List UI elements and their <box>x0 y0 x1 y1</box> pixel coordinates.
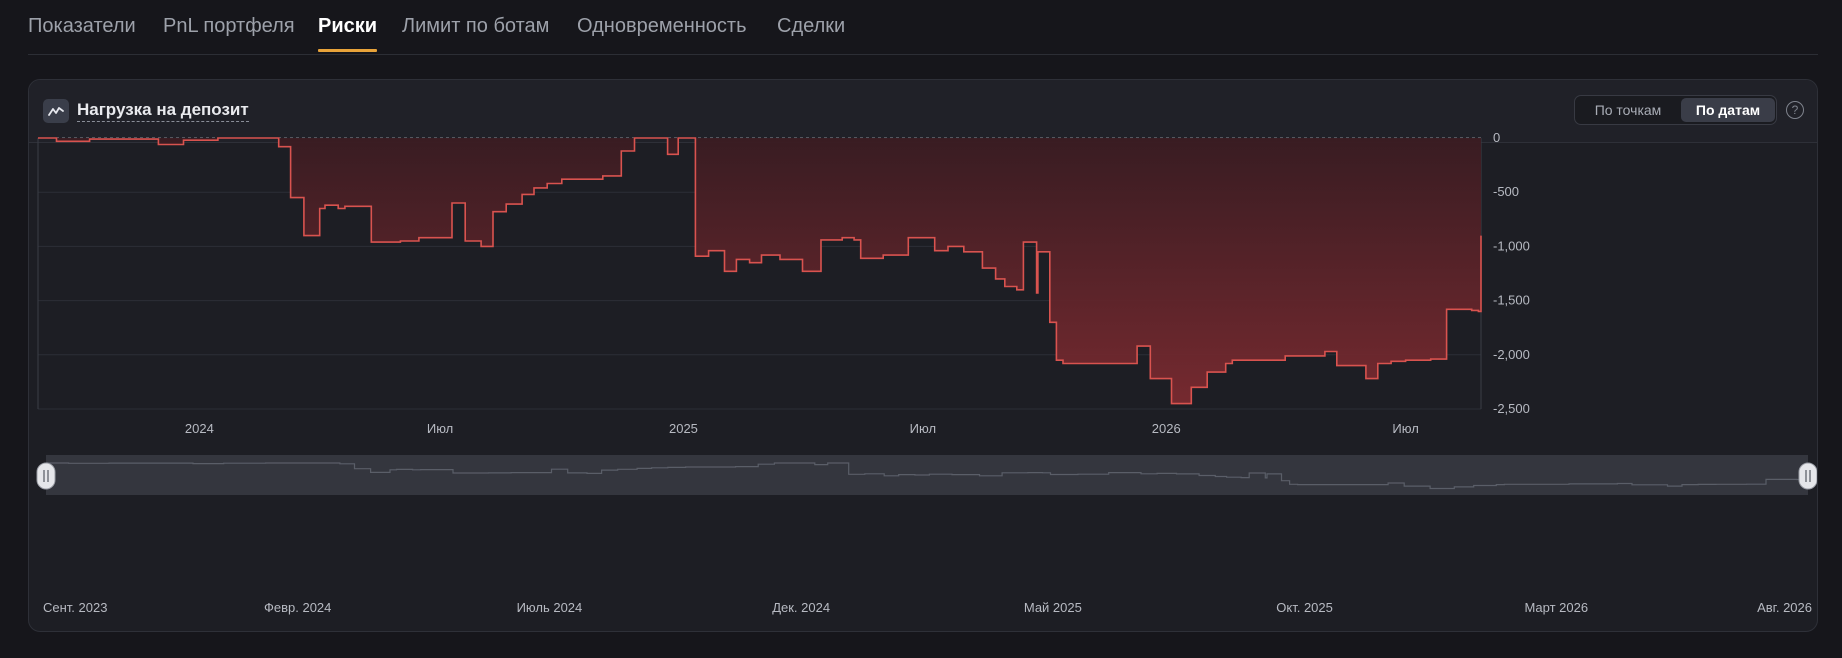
x-tick-label: 2025 <box>669 421 698 436</box>
tab-risks[interactable]: Риски <box>318 15 378 52</box>
tab-deals[interactable]: Сделки <box>777 15 846 37</box>
active-tab-indicator <box>318 49 378 52</box>
navigator-date-label: Июль 2024 <box>517 600 583 615</box>
view-mode-toggle: По точкам По датам <box>1574 95 1777 125</box>
y-tick-label: -2,000 <box>1493 347 1530 362</box>
y-tick-label: -1,000 <box>1493 238 1530 253</box>
x-axis: 2024 Июл 2025 Июл 2026 Июл <box>185 421 1419 436</box>
navigator-labels: Сент. 2023 Февр. 2024 Июль 2024 Дек. 2024 Ма… <box>43 600 1812 615</box>
navigator-date-label: Сент. 2023 <box>43 600 107 615</box>
navigator-series-line <box>46 462 1809 490</box>
tab-bar: Показатели PnL портфеля Риски Лимит по б… <box>28 0 1818 55</box>
x-tick-label: Июл <box>1392 421 1418 436</box>
handle-body <box>1798 462 1817 490</box>
tab-risks-label: Риски <box>318 15 378 37</box>
series-line <box>38 137 1482 405</box>
y-tick-label: -1,500 <box>1493 293 1530 308</box>
tab-indicators[interactable]: Показатели <box>28 15 136 37</box>
question-circle-icon[interactable]: ? <box>1786 101 1804 119</box>
deposit-load-card: Нагрузка на депозит По точкам По датам ?… <box>28 79 1818 632</box>
by-dates-button[interactable]: По датам <box>1681 98 1775 122</box>
range-navigator[interactable] <box>36 455 1817 495</box>
navigator-date-label: Дек. 2024 <box>772 600 830 615</box>
x-tick-label: 2026 <box>1152 421 1181 436</box>
navigator-right-handle-icon[interactable] <box>1798 462 1817 490</box>
navigator-date-label: Авг. 2026 <box>1757 600 1812 615</box>
y-tick-label: -500 <box>1493 184 1519 199</box>
navigator-date-label: Март 2026 <box>1524 600 1588 615</box>
tab-concurrency[interactable]: Одновременность <box>577 15 747 37</box>
tab-portfolio-pnl[interactable]: PnL портфеля <box>163 15 295 37</box>
chart-series-area <box>38 137 1482 405</box>
card-title[interactable]: Нагрузка на депозит <box>77 100 249 122</box>
x-tick-label: 2024 <box>185 421 214 436</box>
navigator-date-label: Окт. 2025 <box>1276 600 1333 615</box>
x-tick-label: Июл <box>427 421 453 436</box>
card-header: Нагрузка на депозит По точкам По датам ? <box>29 80 1817 143</box>
deposit-load-chart: 0-500-1,000-1,500-2,000-2,500 2024 Июл 202… <box>36 130 1817 615</box>
y-tick-label: 0 <box>1493 130 1500 145</box>
navigator-date-label: Февр. 2024 <box>264 600 331 615</box>
navigator-date-label: Май 2025 <box>1024 600 1082 615</box>
tab-bot-limit[interactable]: Лимит по ботам <box>402 15 550 37</box>
y-tick-label: -2,500 <box>1493 401 1530 416</box>
navigator-left-handle-icon[interactable] <box>36 462 56 490</box>
x-tick-label: Июл <box>910 421 936 436</box>
by-points-button[interactable]: По точкам <box>1594 102 1662 118</box>
series-area-fill <box>38 138 1481 404</box>
trend-line-icon <box>43 99 69 123</box>
handle-body <box>36 462 56 490</box>
y-axis: 0 -500 -1,000 -1,500 -2,000 -2,500 <box>1493 130 1530 416</box>
